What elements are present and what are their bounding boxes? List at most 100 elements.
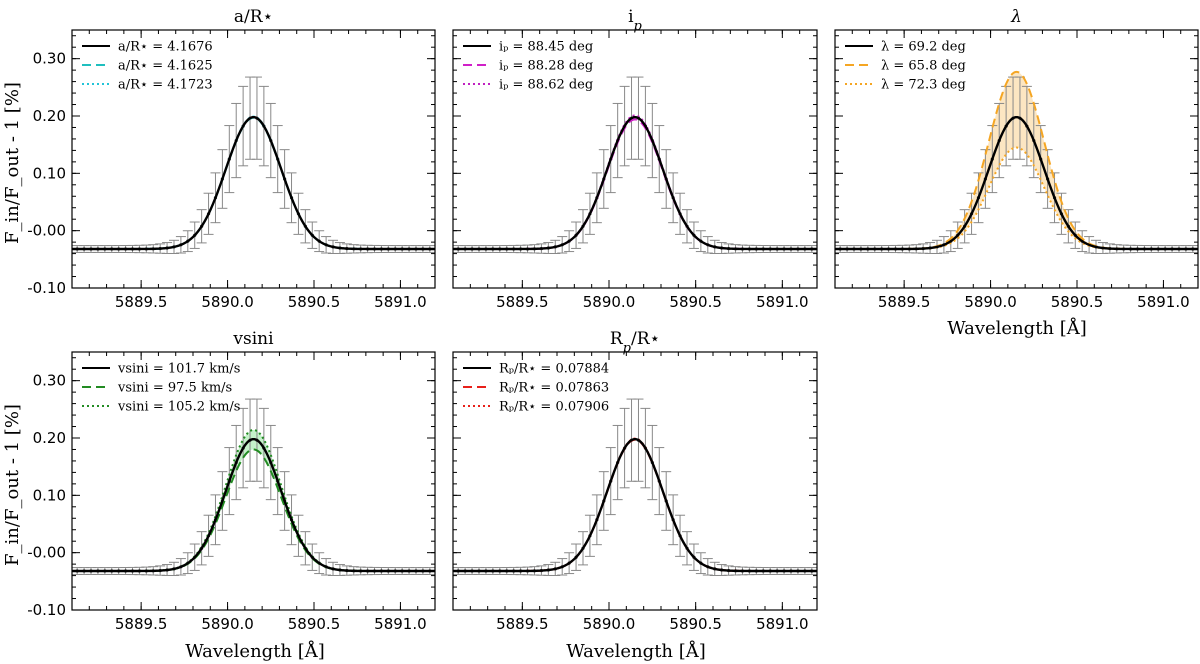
legend-label: Rₚ/R⋆ = 0.07863 — [499, 381, 609, 396]
x-tick-label: 5890.5 — [288, 615, 341, 633]
panel-a-r: 5889.5 5890.0 5890.5 5891.0 -0.10 -0.00 0.10 0.… — [27, 7, 436, 311]
legend-label: λ = 69.2 deg — [881, 40, 966, 55]
x-tick-label: 5890.5 — [669, 615, 722, 633]
plot-area — [835, 70, 1198, 255]
legend-label: iₚ = 88.62 deg — [499, 78, 593, 93]
series-line-dashed — [453, 438, 817, 573]
plot-frame — [452, 351, 818, 611]
legend-label: iₚ = 88.28 deg — [499, 59, 593, 74]
legend: Rₚ/R⋆ = 0.07884 Rₚ/R⋆ = 0.07863 Rₚ/R⋆ = 0.… — [463, 362, 609, 415]
error-bars — [72, 76, 435, 255]
legend-label: a/R⋆ = 4.1625 — [118, 59, 213, 74]
series-line-solid — [835, 115, 1198, 251]
legend-label: vsini = 97.5 km/s — [117, 381, 232, 396]
x-tick-label: 5890.5 — [669, 293, 722, 311]
series-line-solid — [72, 115, 435, 251]
series-line-dashed — [72, 116, 435, 251]
legend: vsini = 101.7 km/s vsini = 97.5 km/s vsini… — [82, 362, 240, 415]
panel-rp-r: 5889.5 5890.0 5890.5 5891.0Rp/R⋆Rₚ/R⋆ = 0.0… — [452, 329, 818, 633]
y-tick-label: -0.10 — [27, 279, 66, 297]
y-tick-label: 0.30 — [33, 372, 66, 390]
legend-label: iₚ = 88.45 deg — [499, 40, 593, 55]
legend-label: a/R⋆ = 4.1723 — [118, 78, 213, 93]
series-line-dashed — [453, 118, 817, 251]
x-tick-label: 5890.0 — [201, 615, 254, 633]
x-axis-label-panel-lambda: Wavelength [Å] — [947, 317, 1087, 339]
y-axis-label-top: F_in/F_out - 1 [%] — [2, 82, 23, 244]
x-tick-label: 5891.0 — [756, 615, 809, 633]
panel-vsini: 5889.5 5890.0 5890.5 5891.0 -0.10 -0.00 0.10 0.… — [27, 329, 436, 633]
panel-title: vsini — [232, 329, 274, 349]
x-tick-label: 5890.5 — [1051, 293, 1104, 311]
panel-title-main: vsini — [232, 329, 274, 349]
legend: λ = 69.2 deg λ = 65.8 deg λ = 72.3 deg — [845, 40, 966, 93]
x-tick-label: 5890.0 — [964, 293, 1017, 311]
x-tick-label: 5889.5 — [496, 293, 549, 311]
x-tick-label: 5891.0 — [374, 615, 427, 633]
x-tick-label: 5891.0 — [1137, 293, 1190, 311]
x-tick-label: 5890.0 — [201, 293, 254, 311]
legend: iₚ = 88.45 deg iₚ = 88.28 deg iₚ = 88.62 d… — [463, 40, 593, 93]
panel-title: Rp/R⋆ — [610, 329, 660, 356]
series-line-solid — [72, 437, 435, 573]
plot-area — [72, 76, 435, 255]
panel-title: ip — [628, 7, 642, 34]
legend: a/R⋆ = 4.1676 a/R⋆ = 4.1625 a/R⋆ = 4.1723 — [82, 40, 213, 93]
plot-frame — [71, 351, 436, 611]
series-line-dotted — [72, 428, 435, 573]
panel-title: λ — [1010, 7, 1022, 27]
panel-title-sub: p — [623, 341, 632, 356]
x-tick-label: 5889.5 — [115, 293, 168, 311]
y-tick-label: -0.10 — [27, 601, 66, 619]
series-line-solid — [453, 115, 817, 251]
x-tick-label: 5891.0 — [756, 293, 809, 311]
error-bars — [72, 398, 435, 577]
error-bars — [453, 76, 817, 255]
panel-title-main: a/R⋆ — [234, 7, 273, 27]
legend-label: vsini = 101.7 km/s — [117, 362, 240, 377]
y-tick-label: 0.30 — [33, 50, 66, 68]
plot-frame — [71, 29, 436, 289]
x-tick-label: 5890.0 — [583, 615, 636, 633]
error-bars — [453, 398, 817, 577]
series-line-dotted — [835, 146, 1198, 251]
legend-label: Rₚ/R⋆ = 0.07906 — [499, 400, 609, 415]
panel-title-main: i — [628, 7, 634, 27]
legend-label: λ = 72.3 deg — [881, 78, 966, 93]
plot-frame — [834, 29, 1199, 289]
y-tick-label: 0.20 — [33, 107, 66, 125]
series-line-dotted — [453, 437, 817, 573]
panel-title-main: R — [610, 329, 624, 349]
y-tick-label: -0.00 — [27, 222, 66, 240]
x-tick-label: 5890.0 — [583, 293, 636, 311]
panel-title: a/R⋆ — [234, 7, 273, 27]
x-tick-label: 5891.0 — [374, 293, 427, 311]
series-line-dotted — [453, 114, 817, 251]
panel-title-main: λ — [1010, 7, 1022, 27]
plot-area — [453, 76, 817, 255]
y-tick-label: 0.10 — [33, 164, 66, 182]
legend-label: a/R⋆ = 4.1676 — [118, 40, 213, 55]
uncertainty-band — [72, 429, 435, 572]
y-axis-label-bottom: F_in/F_out - 1 [%] — [2, 404, 23, 566]
panel-title-suffix: /R⋆ — [631, 329, 660, 349]
series-line-dotted — [72, 115, 435, 251]
x-tick-label: 5890.5 — [288, 293, 341, 311]
plot-frame — [452, 29, 818, 289]
x-tick-label: 5889.5 — [878, 293, 931, 311]
y-tick-label: -0.00 — [27, 544, 66, 562]
x-tick-label: 5889.5 — [496, 615, 549, 633]
x-axis-label-panel-rp: Wavelength [Å] — [566, 640, 706, 662]
plot-area — [453, 398, 817, 577]
plot-area — [72, 398, 435, 577]
y-tick-label: 0.20 — [33, 429, 66, 447]
legend-label: vsini = 105.2 km/s — [117, 400, 240, 415]
uncertainty-band — [835, 71, 1198, 250]
panel-ip: 5889.5 5890.0 5890.5 5891.0 ip iₚ = 88.45 deg… — [452, 7, 818, 311]
x-tick-label: 5889.5 — [115, 615, 168, 633]
panel-title-sub: p — [634, 19, 643, 34]
series-line-dashed — [72, 448, 435, 573]
legend-label: Rₚ/R⋆ = 0.07884 — [499, 362, 609, 377]
